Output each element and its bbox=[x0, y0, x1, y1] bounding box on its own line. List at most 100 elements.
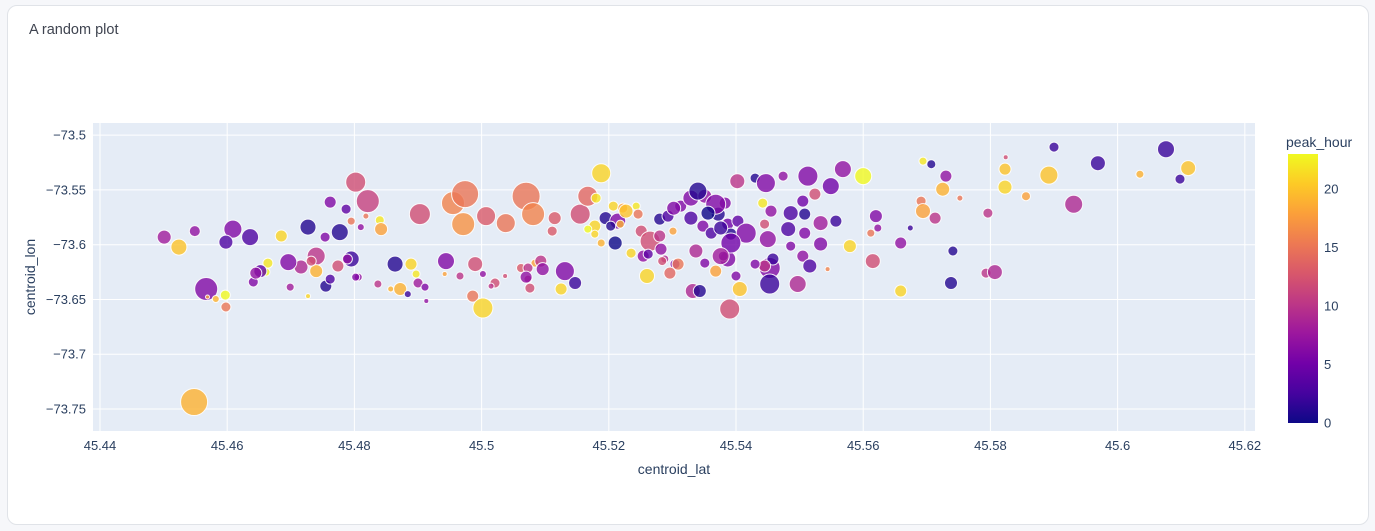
scatter-point[interactable] bbox=[632, 208, 644, 220]
scatter-point[interactable] bbox=[1002, 154, 1009, 161]
scatter-point[interactable] bbox=[472, 297, 494, 319]
scatter-point[interactable] bbox=[956, 194, 964, 202]
scatter-point[interactable] bbox=[451, 212, 476, 237]
scatter-point[interactable] bbox=[894, 236, 908, 250]
scatter-point[interactable] bbox=[688, 181, 708, 201]
scatter-point[interactable] bbox=[642, 248, 654, 260]
scatter-point[interactable] bbox=[719, 298, 741, 320]
scatter-point[interactable] bbox=[547, 211, 562, 226]
scatter-point[interactable] bbox=[205, 294, 210, 300]
scatter-point[interactable] bbox=[502, 273, 509, 279]
scatter-point[interactable] bbox=[821, 177, 840, 196]
scatter-point[interactable] bbox=[590, 192, 602, 204]
scatter-point[interactable] bbox=[324, 273, 336, 285]
scatter-point[interactable] bbox=[998, 162, 1012, 176]
scatter-point[interactable] bbox=[749, 258, 761, 270]
scatter-point[interactable] bbox=[766, 252, 780, 266]
scatter-point[interactable] bbox=[777, 170, 789, 182]
scatter-point[interactable] bbox=[437, 252, 455, 271]
scatter-point[interactable] bbox=[188, 225, 201, 238]
scatter-point[interactable] bbox=[906, 224, 914, 232]
scatter-point[interactable] bbox=[393, 282, 408, 296]
scatter-point[interactable] bbox=[731, 281, 748, 297]
scatter-point[interactable] bbox=[1021, 191, 1031, 202]
scatter-point[interactable] bbox=[692, 284, 707, 298]
scatter-point[interactable] bbox=[305, 293, 311, 300]
scatter-point[interactable] bbox=[764, 204, 778, 218]
scatter-point[interactable] bbox=[711, 247, 730, 266]
scatter-point[interactable] bbox=[833, 160, 852, 179]
scatter-point[interactable] bbox=[554, 282, 568, 296]
scatter-point[interactable] bbox=[373, 279, 383, 289]
scatter-point[interactable] bbox=[568, 276, 583, 290]
scatter-point[interactable] bbox=[340, 203, 352, 215]
scatter-point[interactable] bbox=[671, 257, 685, 271]
scatter-point[interactable] bbox=[441, 271, 448, 277]
scatter-point[interactable] bbox=[824, 266, 831, 273]
scatter-point[interactable] bbox=[868, 209, 883, 224]
scatter-point[interactable] bbox=[653, 229, 667, 243]
scatter-point[interactable] bbox=[330, 223, 349, 242]
scatter-point[interactable] bbox=[798, 226, 812, 240]
scatter-point[interactable] bbox=[524, 282, 536, 294]
scatter-point[interactable] bbox=[813, 236, 829, 252]
scatter-point[interactable] bbox=[521, 202, 546, 227]
scatter-point[interactable] bbox=[323, 195, 337, 209]
scatter-point[interactable] bbox=[926, 159, 937, 170]
scatter-point[interactable] bbox=[997, 179, 1013, 195]
scatter-point[interactable] bbox=[986, 264, 1003, 281]
scatter-point[interactable] bbox=[583, 224, 593, 234]
scatter-point[interactable] bbox=[758, 259, 772, 273]
scatter-point[interactable] bbox=[700, 205, 716, 221]
scatter-point[interactable] bbox=[299, 218, 317, 236]
scatter-point[interactable] bbox=[757, 197, 769, 209]
scatter-point[interactable] bbox=[607, 200, 619, 212]
scatter-point[interactable] bbox=[403, 290, 412, 299]
scatter-point[interactable] bbox=[758, 230, 777, 249]
scatter-point[interactable] bbox=[688, 243, 704, 259]
scatter-point[interactable] bbox=[866, 228, 876, 238]
scatter-point[interactable] bbox=[755, 173, 776, 194]
scatter-point[interactable] bbox=[657, 256, 668, 267]
scatter-point[interactable] bbox=[387, 285, 395, 293]
scatter-point[interactable] bbox=[785, 240, 797, 252]
scatter-point[interactable] bbox=[404, 257, 418, 271]
scatter-point[interactable] bbox=[713, 220, 729, 236]
scatter-point[interactable] bbox=[211, 295, 220, 303]
scatter-point[interactable] bbox=[569, 203, 591, 225]
scatter-point[interactable] bbox=[1135, 169, 1145, 179]
scatter-point[interactable] bbox=[218, 234, 234, 250]
scatter-point[interactable] bbox=[467, 256, 484, 273]
scatter-point[interactable] bbox=[194, 277, 219, 301]
scatter-point[interactable] bbox=[709, 264, 723, 278]
scatter-point[interactable] bbox=[615, 219, 625, 229]
scatter-point[interactable] bbox=[386, 255, 404, 273]
scatter-point[interactable] bbox=[249, 266, 263, 280]
scatter-point[interactable] bbox=[319, 231, 331, 243]
scatter-point[interactable] bbox=[305, 255, 317, 267]
scatter-point[interactable] bbox=[607, 235, 623, 251]
scatter-point[interactable] bbox=[729, 173, 746, 190]
scatter-point[interactable] bbox=[219, 289, 231, 301]
scatter-point[interactable] bbox=[535, 262, 550, 277]
scatter-point[interactable] bbox=[374, 222, 389, 237]
scatter-point[interactable] bbox=[466, 289, 480, 303]
scatter-point[interactable] bbox=[618, 203, 634, 219]
scatter-point[interactable] bbox=[796, 194, 810, 208]
scatter-point[interactable] bbox=[654, 242, 668, 256]
scatter-point[interactable] bbox=[156, 229, 172, 245]
scatter-point[interactable] bbox=[1089, 155, 1106, 172]
scatter-point[interactable] bbox=[554, 261, 575, 282]
scatter-point[interactable] bbox=[720, 232, 742, 254]
scatter-point[interactable] bbox=[346, 216, 356, 226]
scatter-point[interactable] bbox=[412, 277, 424, 289]
scatter-point[interactable] bbox=[1180, 160, 1197, 177]
scatter-point[interactable] bbox=[596, 238, 606, 248]
scatter-point[interactable] bbox=[1039, 165, 1059, 185]
scatter-point[interactable] bbox=[864, 253, 881, 270]
scatter-point[interactable] bbox=[944, 276, 958, 290]
scatter-point[interactable] bbox=[220, 301, 232, 313]
scatter-point[interactable] bbox=[666, 200, 682, 216]
scatter-point[interactable] bbox=[829, 214, 843, 228]
scatter-point[interactable] bbox=[696, 219, 710, 233]
